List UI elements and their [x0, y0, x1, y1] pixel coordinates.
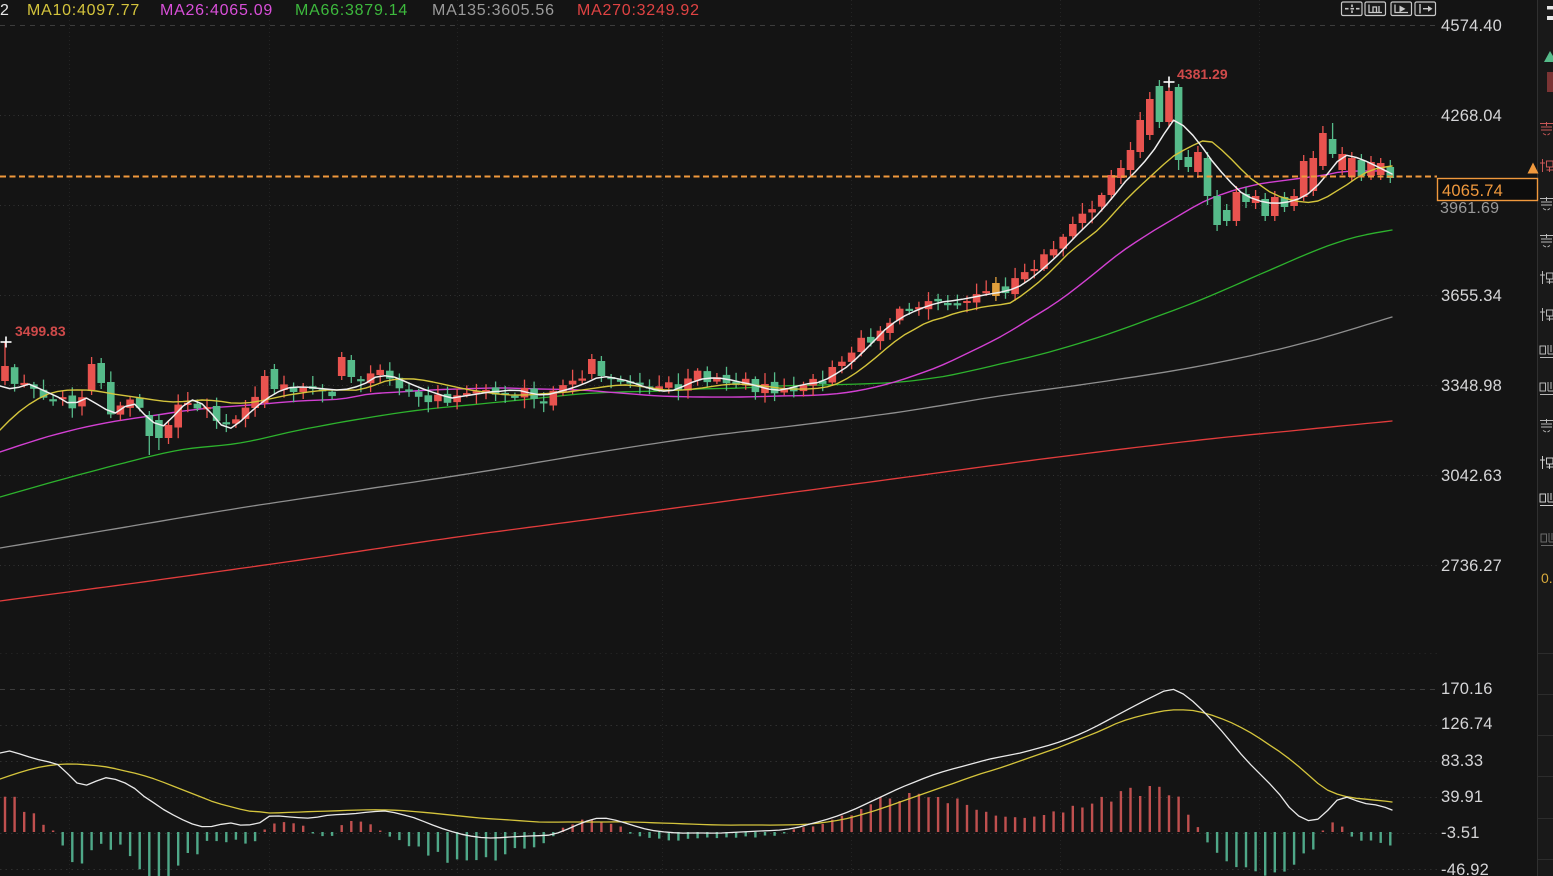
svg-text:MA66:3879.14: MA66:3879.14	[295, 2, 408, 19]
svg-text:4574.40: 4574.40	[1441, 17, 1502, 35]
svg-text:4381.29: 4381.29	[1177, 66, 1228, 82]
svg-text:-3.51: -3.51	[1441, 824, 1480, 842]
svg-text:2: 2	[0, 2, 10, 19]
svg-text:83.33: 83.33	[1441, 752, 1483, 770]
svg-text:MA270:3249.92: MA270:3249.92	[577, 2, 700, 19]
svg-text:MA135:3605.56: MA135:3605.56	[432, 2, 555, 19]
svg-text:3348.98: 3348.98	[1441, 377, 1502, 395]
svg-text:3042.63: 3042.63	[1441, 467, 1502, 485]
svg-text:MA10:4097.77: MA10:4097.77	[27, 2, 140, 19]
svg-text:4268.04: 4268.04	[1441, 107, 1502, 125]
svg-text:170.16: 170.16	[1441, 680, 1493, 698]
svg-text:-46.92: -46.92	[1441, 861, 1489, 876]
svg-text:39.91: 39.91	[1441, 788, 1483, 806]
svg-text:MA26:4065.09: MA26:4065.09	[160, 2, 273, 19]
svg-text:126.74: 126.74	[1441, 715, 1493, 733]
svg-text:2736.27: 2736.27	[1441, 557, 1502, 575]
svg-text:0.: 0.	[1541, 570, 1553, 586]
svg-text:4065.74: 4065.74	[1442, 182, 1503, 200]
svg-text:3499.83: 3499.83	[15, 323, 66, 339]
svg-text:3961.69: 3961.69	[1440, 200, 1499, 217]
svg-text:3655.34: 3655.34	[1441, 287, 1502, 305]
